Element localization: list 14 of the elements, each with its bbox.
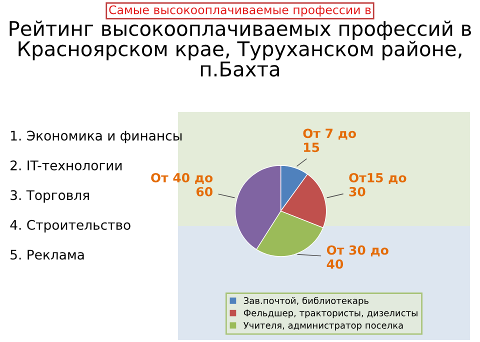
text: 3. Торговля [10, 190, 89, 203]
data-label: От 7 до 15 [303, 128, 356, 152]
data-label: От 40 до 60 [151, 172, 213, 196]
data-label: От15 до 30 [349, 172, 406, 196]
text: 2. IT-технологии [10, 160, 122, 170]
text: 1. Экономика и финансы [11, 130, 182, 144]
legend-label: Учителя, администратор поселка [244, 322, 403, 330]
text: 5. Реклама [10, 250, 84, 260]
text: 4. Строительство [10, 220, 130, 232]
chart-subtitle: Самые высокооплачиваемые профессии в [109, 5, 371, 17]
legend-label: Зав.почтой, библиотекарь [244, 296, 368, 306]
chart-title: Рейтинг высокооплачиваемых профессий в Красноярском крае, Туруханском районе, п.Бахта [10, 20, 472, 77]
legend-label: Фельдшер, трактористы, дизелисты [244, 310, 418, 318]
data-label: От 30 до 40 [326, 245, 388, 269]
